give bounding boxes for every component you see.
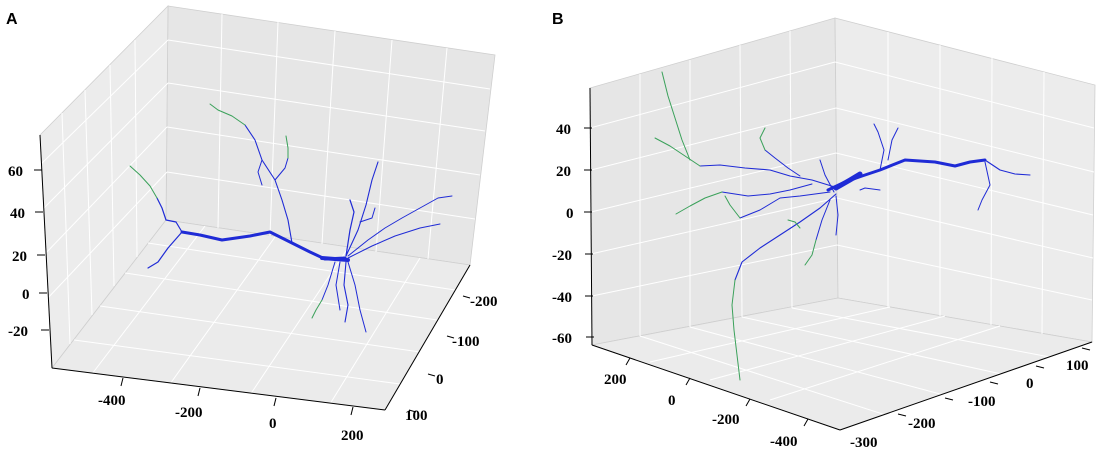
z-tick-label-b: -20	[552, 248, 572, 264]
dendrite-branch	[147, 231, 183, 269]
z-tick-label-b: -60	[552, 331, 572, 347]
dendrite-branch	[731, 279, 741, 381]
z-axis-b	[589, 87, 593, 346]
x-tick-label-b: -400	[770, 434, 798, 450]
z-ticks-b: 40 20 0 -20 -40 -60	[552, 122, 594, 347]
dendrite-branch	[835, 195, 839, 236]
y-tick-label-a: 0	[436, 372, 444, 388]
x-ticks-a: -400 -200 0 200	[98, 377, 364, 444]
dendrite-branch	[699, 164, 839, 189]
z-axis-a	[39, 134, 53, 369]
dendrite-branch	[335, 261, 341, 311]
dendrite-branch	[347, 223, 441, 259]
y-tick-label-b: -300	[850, 435, 878, 451]
dendrite-branch	[129, 165, 158, 199]
z-tick-label-a: 40	[10, 206, 25, 222]
dendrite-branch	[787, 219, 801, 229]
z-tick-label-b: -40	[552, 290, 572, 306]
x-tick-label-b: -200	[712, 412, 740, 428]
dendrite-branch	[347, 195, 453, 257]
x-tick-label-a: -400	[98, 393, 126, 409]
y-axis-b	[839, 341, 1093, 431]
soma	[833, 171, 863, 191]
dendrite-branch	[661, 71, 691, 161]
dendrite-branch	[984, 159, 1031, 176]
dendrite-branch	[804, 239, 817, 266]
y-tick-label-b: -200	[908, 416, 936, 432]
x-tick-label-b: 200	[604, 372, 627, 388]
dendrite-branch	[734, 193, 837, 281]
side-pane-b	[834, 17, 1096, 343]
z-tick-label-b: 40	[556, 122, 571, 138]
dendrite-branch	[257, 159, 263, 186]
soma	[320, 256, 350, 262]
z-tick-label-b: 20	[556, 164, 571, 180]
z-tick-label-a: 60	[8, 164, 23, 180]
panel-label-b: B	[552, 11, 564, 28]
dendrite-branch	[675, 191, 723, 215]
dendrite-branch	[274, 157, 289, 181]
back-pane-b	[589, 17, 839, 346]
dendrite-branch	[345, 161, 379, 257]
dendrite-branch	[739, 191, 831, 219]
grid-side-b	[834, 32, 1095, 335]
panel-b: B	[552, 11, 1096, 451]
x-tick-label-a: 200	[341, 428, 364, 444]
panel-a: A	[6, 5, 498, 444]
z-tick-label-b: 0	[566, 206, 574, 222]
dendrite-branch	[156, 197, 183, 233]
z-tick-label-a: 20	[12, 249, 27, 265]
dendrite-branch	[347, 261, 367, 333]
dendrite-branch	[285, 135, 289, 159]
x-ticks-b: 200 0 -200 -400	[604, 357, 809, 450]
neuron-a	[129, 103, 453, 333]
dendrite-branch	[724, 195, 741, 219]
dendrite-branch	[321, 261, 336, 301]
z-tick-label-a: 0	[22, 287, 30, 303]
grid-floor-b	[639, 306, 1056, 419]
neuron-b	[654, 71, 1031, 381]
y-ticks-b: 100 0 -100 -200 -300	[850, 347, 1091, 451]
x-tick-label-a: -200	[175, 405, 203, 421]
y-tick-label-a: -200	[470, 294, 498, 310]
dendrite-branch	[721, 183, 813, 197]
dendrite-branch	[815, 199, 831, 241]
y-ticks-a: -200 -100 0 100	[405, 294, 498, 424]
dendrite-branch	[819, 159, 835, 193]
y-tick-label-b: 100	[1066, 358, 1089, 374]
x-tick-label-b: 0	[668, 393, 676, 409]
x-axis-b	[591, 344, 841, 431]
grid-back-a	[166, 13, 491, 260]
z-ticks-a: 60 40 20 0 -20	[8, 164, 49, 340]
dendrite-branch	[359, 207, 376, 223]
dendrite-branch	[977, 161, 991, 211]
y-axis-a	[384, 264, 471, 411]
y-tick-label-a: 100	[405, 408, 428, 424]
x-axis-a	[51, 367, 386, 411]
dendrite-branch	[311, 299, 323, 319]
y-tick-label-a: -100	[452, 334, 480, 350]
dendrite-trunk	[180, 230, 347, 261]
dendrite-branch	[209, 103, 246, 126]
z-tick-label-a: -20	[8, 324, 28, 340]
grid-side-a	[39, 39, 169, 345]
panel-label-a: A	[6, 11, 18, 28]
dendrite-branch	[345, 199, 355, 257]
dendrite-branch	[343, 261, 349, 323]
back-pane-a	[165, 5, 496, 266]
dendrite-branch	[859, 187, 881, 191]
y-tick-label-b: 0	[1026, 376, 1034, 392]
dendrite-branch	[873, 123, 885, 171]
x-tick-label-a: 0	[269, 416, 277, 432]
dendrite-branch	[759, 127, 766, 151]
y-tick-label-b: -100	[968, 394, 996, 410]
dendrite-branch	[764, 149, 801, 177]
dendrite-branch	[654, 137, 701, 167]
dendrite-branch	[887, 127, 899, 161]
